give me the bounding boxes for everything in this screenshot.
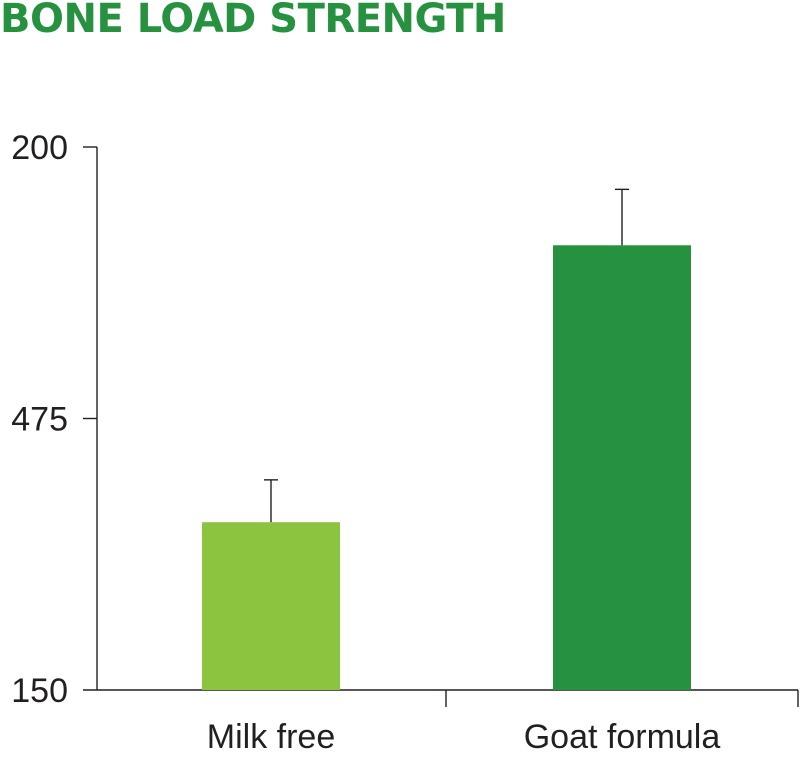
y-tick-label: 200 (11, 129, 68, 167)
chart-bars (202, 245, 691, 690)
chart-title: BONE LOAD STRENGTH (0, 0, 506, 42)
y-tick-label: 475 (11, 401, 68, 439)
bar-milk-free (202, 522, 340, 690)
x-category-label: Goat formula (524, 718, 721, 756)
y-tick-label: 150 (11, 672, 68, 710)
chart-error-bars (264, 188, 629, 523)
bar-goat-formula (553, 245, 691, 690)
chart-labels: 150 475 200 Milk free Goat formula (11, 129, 720, 756)
x-category-label: Milk free (207, 718, 335, 756)
